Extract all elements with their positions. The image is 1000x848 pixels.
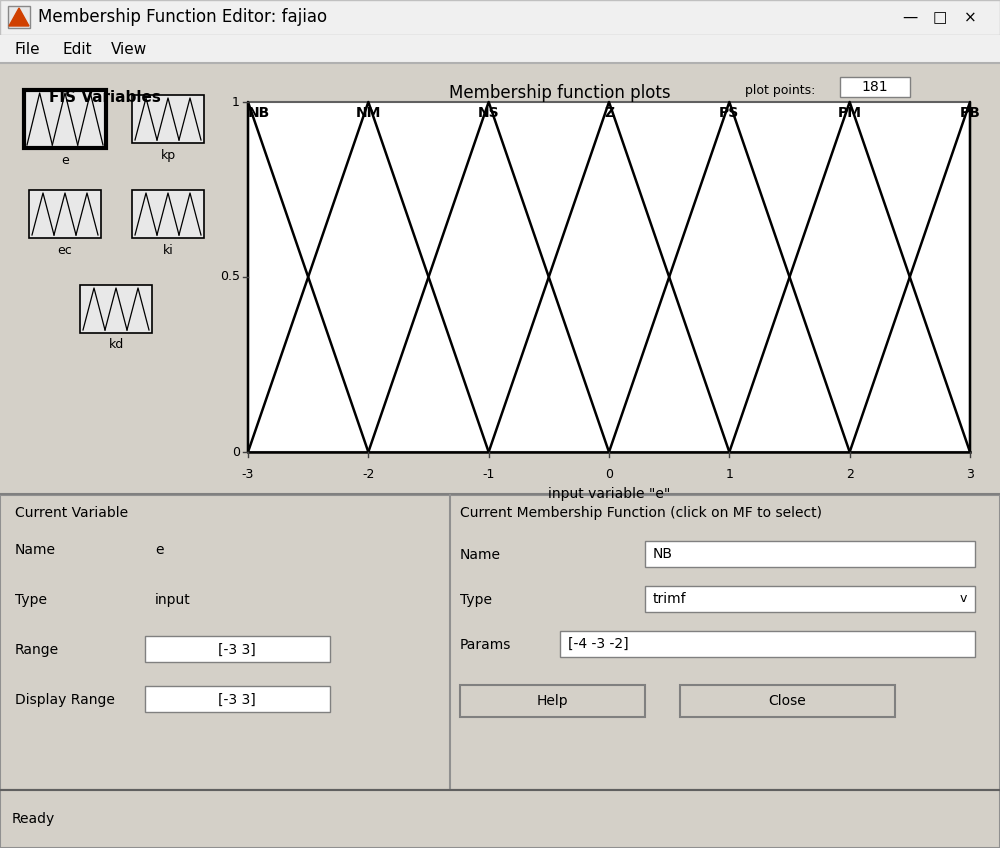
Text: NS: NS xyxy=(478,106,499,120)
FancyBboxPatch shape xyxy=(0,790,1000,848)
FancyBboxPatch shape xyxy=(248,102,970,452)
Text: PS: PS xyxy=(719,106,739,120)
Text: input variable "e": input variable "e" xyxy=(548,487,670,501)
FancyBboxPatch shape xyxy=(452,497,990,737)
Text: Ready: Ready xyxy=(12,812,55,826)
Text: kd: kd xyxy=(108,338,124,352)
Text: 1: 1 xyxy=(725,468,733,481)
Text: View: View xyxy=(111,42,147,57)
Text: PM: PM xyxy=(838,106,862,120)
Text: —: — xyxy=(902,10,918,25)
Text: 3: 3 xyxy=(966,468,974,481)
Text: Current Variable: Current Variable xyxy=(15,506,128,520)
Text: Type: Type xyxy=(15,593,47,607)
FancyBboxPatch shape xyxy=(0,495,1000,790)
Text: -2: -2 xyxy=(362,468,375,481)
Text: 2: 2 xyxy=(846,468,854,481)
Text: Name: Name xyxy=(15,543,56,557)
Text: e: e xyxy=(155,543,164,557)
Text: Params: Params xyxy=(460,638,511,652)
FancyBboxPatch shape xyxy=(680,685,895,717)
Text: 0: 0 xyxy=(605,468,613,481)
FancyBboxPatch shape xyxy=(840,77,910,97)
Text: Current Membership Function (click on MF to select): Current Membership Function (click on MF… xyxy=(460,506,822,520)
Text: 181: 181 xyxy=(862,80,888,94)
FancyBboxPatch shape xyxy=(145,636,330,662)
FancyBboxPatch shape xyxy=(8,6,30,28)
Text: input: input xyxy=(155,593,191,607)
Text: -1: -1 xyxy=(482,468,495,481)
FancyBboxPatch shape xyxy=(132,190,204,238)
Text: Edit: Edit xyxy=(63,42,93,57)
Text: Type: Type xyxy=(460,593,492,607)
Text: [-3 3]: [-3 3] xyxy=(218,643,256,657)
Text: Z: Z xyxy=(604,106,614,120)
FancyBboxPatch shape xyxy=(29,190,101,238)
Text: PB: PB xyxy=(960,106,980,120)
Text: Range: Range xyxy=(15,643,59,657)
Text: 1: 1 xyxy=(232,96,240,109)
Text: NM: NM xyxy=(356,106,381,120)
FancyBboxPatch shape xyxy=(0,0,1000,35)
Text: Close: Close xyxy=(769,694,806,708)
FancyBboxPatch shape xyxy=(645,541,975,567)
FancyBboxPatch shape xyxy=(80,285,152,333)
Text: File: File xyxy=(15,42,41,57)
Text: □: □ xyxy=(933,10,947,25)
Text: 0: 0 xyxy=(232,445,240,459)
Text: v: v xyxy=(959,593,967,605)
Text: [-4 -3 -2]: [-4 -3 -2] xyxy=(568,637,629,651)
Polygon shape xyxy=(9,8,29,26)
Text: Help: Help xyxy=(537,694,568,708)
Text: Display Range: Display Range xyxy=(15,693,115,707)
Text: 0.5: 0.5 xyxy=(220,271,240,283)
Text: -3: -3 xyxy=(242,468,254,481)
FancyBboxPatch shape xyxy=(645,586,975,612)
FancyBboxPatch shape xyxy=(0,64,1000,494)
FancyBboxPatch shape xyxy=(560,631,975,657)
Text: trimf: trimf xyxy=(653,592,687,606)
FancyBboxPatch shape xyxy=(145,686,330,712)
Text: Membership Function Editor: fajiao: Membership Function Editor: fajiao xyxy=(38,8,327,26)
FancyBboxPatch shape xyxy=(24,90,106,148)
Text: plot points:: plot points: xyxy=(745,84,815,97)
Text: ki: ki xyxy=(163,243,173,256)
Text: ec: ec xyxy=(58,243,72,256)
FancyBboxPatch shape xyxy=(460,685,645,717)
FancyBboxPatch shape xyxy=(132,95,204,143)
Text: kp: kp xyxy=(160,148,176,161)
Text: e: e xyxy=(61,153,69,166)
Text: FIS Variables: FIS Variables xyxy=(49,90,161,105)
Text: NB: NB xyxy=(653,547,673,561)
Text: [-3 3]: [-3 3] xyxy=(218,693,256,707)
Text: Membership function plots: Membership function plots xyxy=(449,84,671,102)
Text: NB: NB xyxy=(248,106,270,120)
FancyBboxPatch shape xyxy=(0,35,1000,63)
Text: Name: Name xyxy=(460,548,501,562)
Text: ×: × xyxy=(964,10,976,25)
